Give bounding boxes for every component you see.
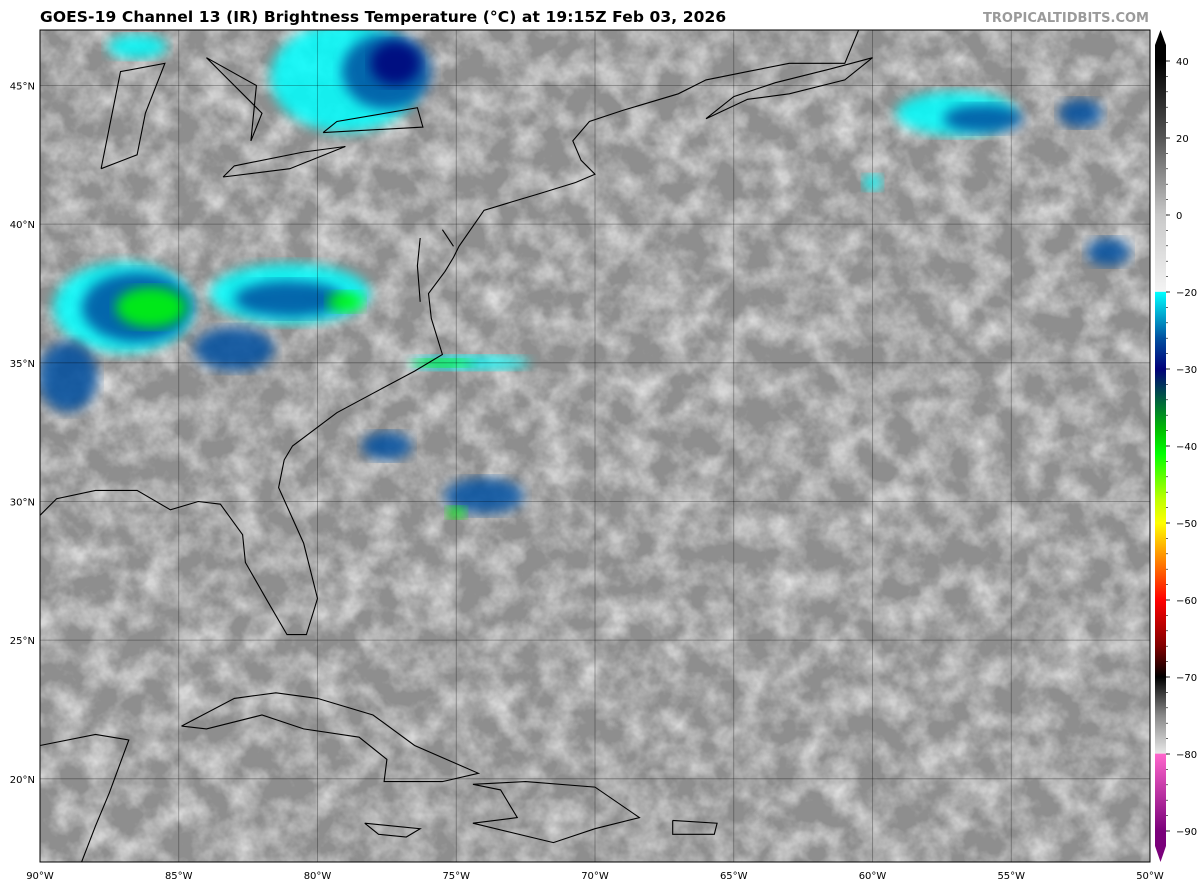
cloud-blob (40, 341, 98, 412)
cloud-blob (234, 281, 345, 318)
puerto-rico-coastline (672, 819, 718, 835)
lon-label: 60°W (859, 871, 887, 882)
lake-huron-coastline (206, 57, 263, 142)
cloud-blob (1058, 99, 1103, 128)
cloud-blob (370, 41, 421, 86)
map-area (40, 30, 1150, 862)
cloud-blob (446, 506, 467, 519)
colorbar-tick-label: −30 (1176, 365, 1197, 376)
colorbar-min-extend (1155, 846, 1166, 862)
watermark: TROPICALTIDBITS.COM (983, 11, 1149, 26)
delaware-bay-coastline (441, 229, 454, 247)
lat-label: 20°N (10, 775, 35, 786)
lake-ontario-coastline (322, 107, 424, 134)
lon-label: 75°W (442, 871, 470, 882)
hispaniola-coastline (472, 781, 641, 844)
map-frame (39, 29, 1151, 863)
colorbar-max-extend (1155, 30, 1166, 45)
lake-erie-coastline (222, 145, 346, 178)
cloud-blob (862, 174, 883, 191)
lon-label: 70°W (581, 871, 609, 882)
lake-michigan-coastline (100, 62, 166, 170)
colorbar-tick-label: −80 (1176, 750, 1197, 761)
latitude-labels: 45°N 40°N 35°N 30°N 25°N 20°N (10, 81, 35, 785)
colorbar-tick-label: −40 (1176, 442, 1197, 453)
lon-label: 90°W (26, 871, 54, 882)
cold-cloud-tops (40, 30, 1131, 519)
lon-label: 65°W (720, 871, 748, 882)
cloud-blob (444, 477, 524, 514)
longitude-labels: 90°W 85°W 80°W 75°W 70°W 65°W 60°W 55°W 50°W (26, 871, 1164, 882)
colorbar-tick-label: −60 (1176, 596, 1197, 607)
cloud-texture (40, 30, 1150, 862)
colorbar-tick-label: −90 (1176, 827, 1197, 838)
lon-label: 55°W (997, 871, 1025, 882)
lat-label: 45°N (10, 81, 35, 92)
lat-label: 35°N (10, 359, 35, 370)
cloud-blob (412, 358, 473, 367)
colorbar-tick-label: −20 (1176, 288, 1197, 299)
lat-label: 25°N (10, 636, 35, 647)
chart-title: GOES-19 Channel 13 (IR) Brightness Tempe… (40, 8, 727, 26)
cloud-blob (107, 34, 168, 59)
chesapeake-coastline (416, 237, 421, 302)
east-coast-coastline (40, 30, 860, 636)
nova-scotia-coastline (705, 57, 873, 120)
lon-label: 50°W (1136, 871, 1164, 882)
colorbar: 40 20 0 −20 −30 −40 −50 −60 −70 −80 −90 (1155, 30, 1197, 862)
coastlines (40, 30, 873, 862)
colorbar-tick-label: 40 (1176, 57, 1189, 68)
lat-label: 40°N (10, 220, 35, 231)
lon-label: 85°W (165, 871, 193, 882)
colorbar-scale (1155, 45, 1166, 846)
cloud-blob (943, 104, 1024, 133)
cuba-coastline (181, 692, 481, 783)
colorbar-tick-label: −50 (1176, 519, 1197, 530)
colorbar-tick-label: −70 (1176, 673, 1197, 684)
cloud-blob (116, 287, 186, 328)
yucatan-coastline (40, 733, 130, 862)
cloud-blob (327, 291, 364, 312)
cloud-blob (361, 432, 412, 460)
cloud-blob (1086, 237, 1131, 266)
lat-label: 30°N (10, 497, 35, 508)
colorbar-tick-label: 20 (1176, 134, 1189, 145)
jamaica-coastline (364, 822, 422, 838)
colorbar-tick-label: 0 (1176, 211, 1182, 222)
lon-label: 80°W (304, 871, 332, 882)
graticule (40, 30, 1150, 862)
cloud-blob (194, 326, 275, 371)
